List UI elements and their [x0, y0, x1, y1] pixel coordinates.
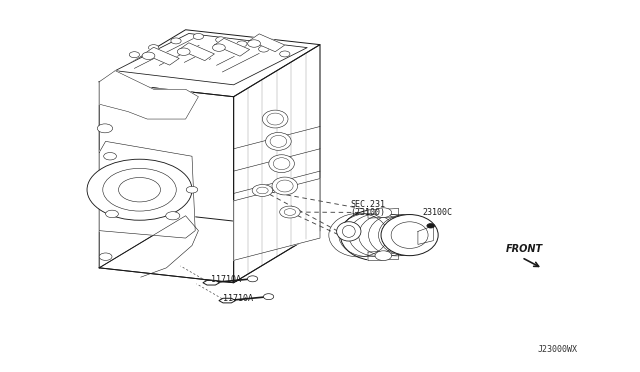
Ellipse shape [273, 158, 290, 170]
Circle shape [375, 208, 392, 218]
Circle shape [257, 187, 268, 194]
Ellipse shape [267, 113, 284, 125]
Circle shape [148, 45, 159, 51]
Polygon shape [250, 34, 285, 52]
Circle shape [212, 44, 225, 51]
Polygon shape [99, 141, 195, 238]
Ellipse shape [342, 225, 355, 237]
Circle shape [237, 41, 247, 47]
Circle shape [142, 52, 155, 60]
Polygon shape [368, 251, 399, 261]
Circle shape [166, 212, 180, 220]
Circle shape [375, 251, 392, 260]
Polygon shape [99, 30, 320, 97]
Ellipse shape [391, 222, 428, 248]
Polygon shape [234, 45, 320, 283]
Polygon shape [99, 82, 234, 283]
Polygon shape [179, 43, 214, 61]
Text: 11710A: 11710A [223, 294, 253, 303]
Circle shape [106, 210, 118, 218]
Text: 23100C: 23100C [422, 208, 452, 217]
Ellipse shape [266, 132, 291, 150]
Ellipse shape [270, 135, 287, 147]
Polygon shape [99, 216, 320, 283]
Circle shape [104, 153, 116, 160]
Circle shape [99, 253, 112, 260]
Text: SEC.231: SEC.231 [351, 200, 386, 209]
Circle shape [427, 224, 435, 228]
Circle shape [248, 40, 260, 47]
Circle shape [264, 294, 274, 299]
Text: FRONT: FRONT [506, 244, 543, 254]
Polygon shape [368, 208, 399, 218]
Ellipse shape [262, 110, 288, 128]
Circle shape [186, 186, 198, 193]
Ellipse shape [340, 210, 411, 260]
Polygon shape [219, 298, 236, 303]
Circle shape [193, 33, 204, 39]
Circle shape [280, 51, 290, 57]
Circle shape [284, 209, 296, 215]
Circle shape [252, 185, 273, 196]
Circle shape [171, 38, 181, 44]
Polygon shape [418, 226, 433, 244]
Polygon shape [234, 179, 320, 260]
Text: (23100): (23100) [351, 208, 386, 217]
Polygon shape [214, 38, 250, 56]
Circle shape [177, 48, 190, 55]
Ellipse shape [337, 222, 361, 241]
Circle shape [97, 124, 113, 133]
Circle shape [118, 177, 161, 202]
Polygon shape [144, 47, 179, 65]
Circle shape [87, 159, 192, 220]
Ellipse shape [276, 180, 293, 192]
Circle shape [129, 52, 140, 58]
Circle shape [248, 276, 258, 282]
Circle shape [280, 206, 300, 218]
Text: J23000WX: J23000WX [538, 345, 578, 354]
Circle shape [259, 46, 269, 52]
Ellipse shape [381, 215, 438, 256]
Circle shape [216, 37, 226, 43]
Ellipse shape [269, 155, 294, 173]
Polygon shape [115, 33, 307, 85]
Ellipse shape [272, 177, 298, 195]
Circle shape [103, 169, 176, 211]
Polygon shape [99, 71, 198, 119]
Polygon shape [203, 280, 220, 285]
Text: 11710A: 11710A [211, 275, 241, 283]
